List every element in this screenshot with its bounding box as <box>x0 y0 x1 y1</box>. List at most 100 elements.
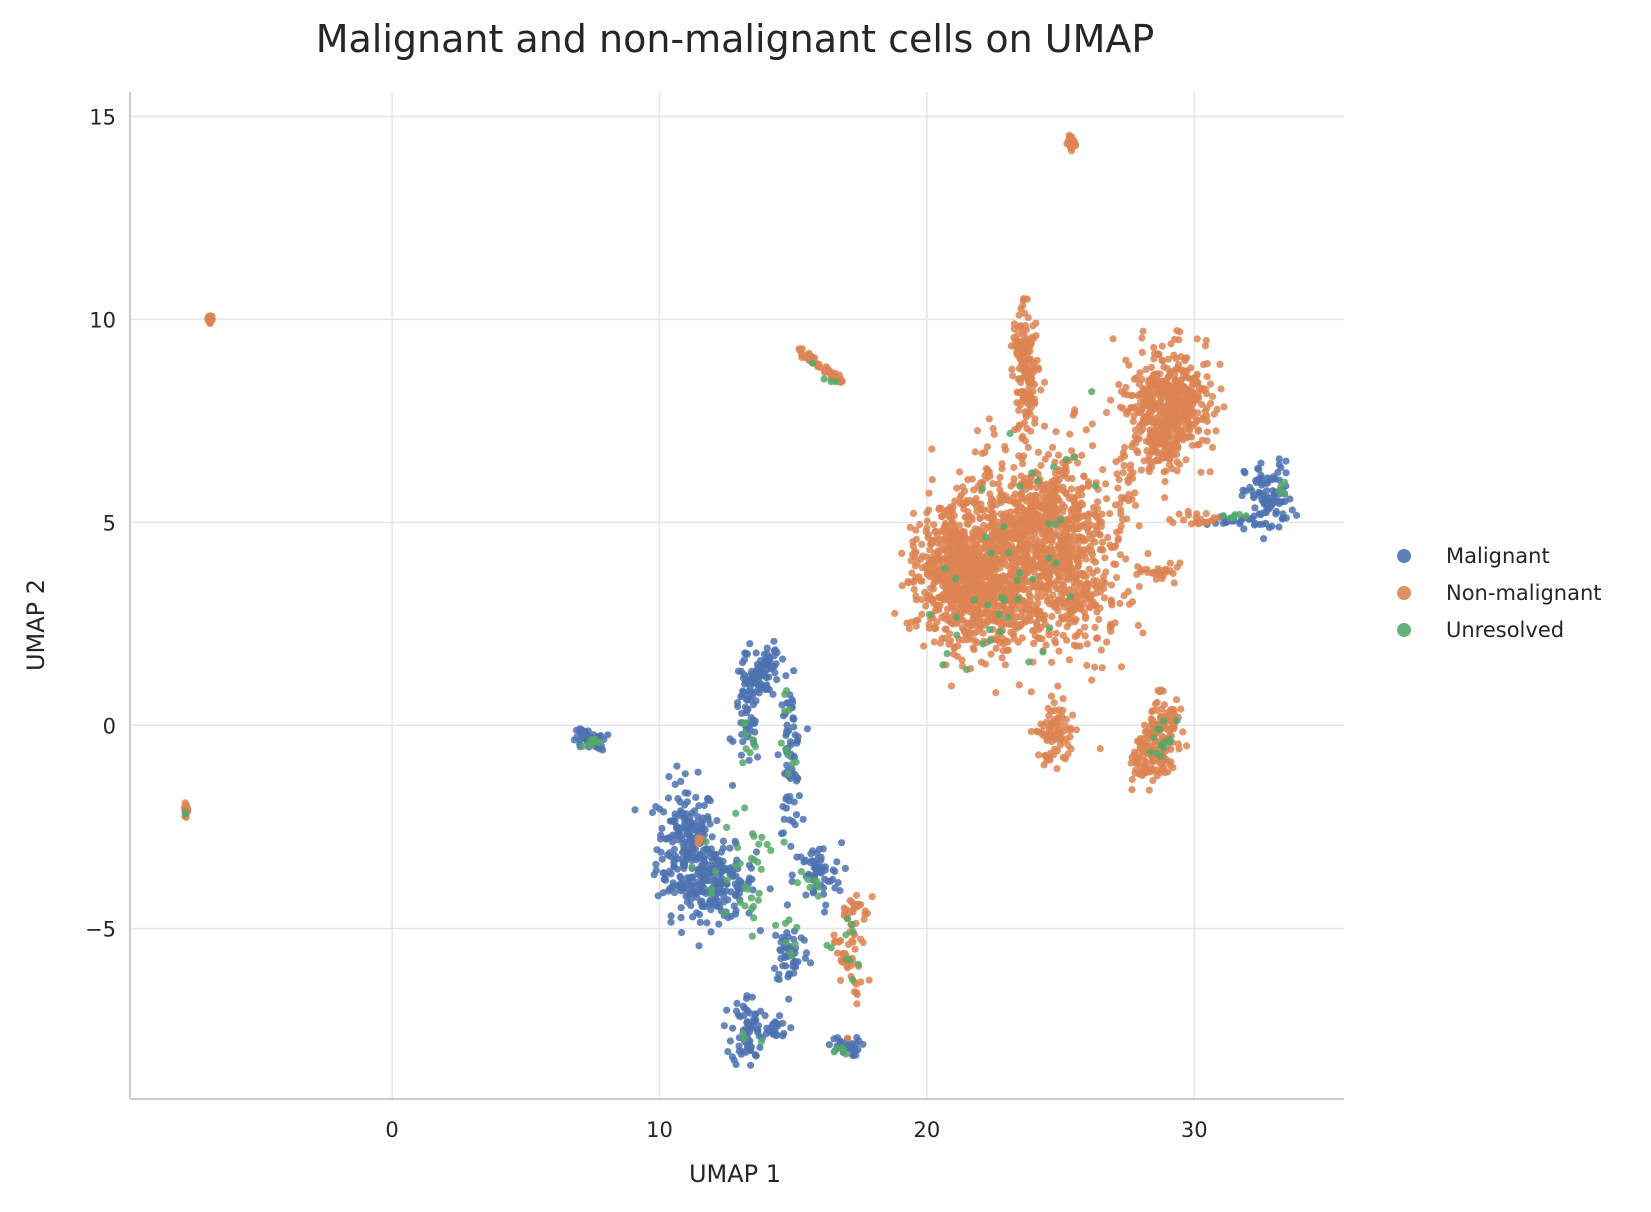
point-non-malignant <box>1015 681 1023 689</box>
point-malignant <box>728 781 737 790</box>
point-malignant <box>700 801 709 810</box>
point-non-malignant <box>1203 428 1211 436</box>
point-malignant <box>772 931 780 940</box>
point-unresolved <box>590 737 598 745</box>
point-non-malignant <box>1171 410 1180 418</box>
point-unresolved <box>1153 749 1161 758</box>
point-unresolved <box>784 770 793 778</box>
point-unresolved <box>797 868 806 876</box>
point-malignant <box>671 810 679 818</box>
point-non-malignant <box>1177 353 1185 361</box>
point-non-malignant <box>1018 434 1026 442</box>
point-non-malignant <box>891 609 899 618</box>
point-non-malignant <box>971 448 980 456</box>
point-non-malignant <box>1026 357 1034 365</box>
point-non-malignant <box>1081 632 1089 640</box>
point-non-malignant <box>1154 448 1162 456</box>
point-non-malignant <box>1134 563 1142 571</box>
point-malignant <box>696 918 704 927</box>
point-non-malignant <box>960 568 968 576</box>
point-non-malignant <box>928 445 936 453</box>
point-unresolved <box>1091 482 1099 490</box>
point-non-malignant <box>936 639 945 647</box>
point-non-malignant <box>969 578 977 587</box>
point-malignant <box>695 802 703 810</box>
point-non-malignant <box>958 558 967 566</box>
point-non-malignant <box>1141 386 1149 394</box>
point-non-malignant <box>1004 638 1012 646</box>
point-malignant <box>742 709 751 717</box>
point-malignant <box>831 867 839 876</box>
point-non-malignant <box>960 532 968 540</box>
point-non-malignant <box>1020 605 1028 613</box>
point-unresolved <box>1219 512 1227 520</box>
point-non-malignant <box>1071 632 1079 641</box>
point-non-malignant <box>1009 372 1017 380</box>
point-malignant <box>704 813 712 821</box>
point-non-malignant <box>1141 741 1149 749</box>
point-non-malignant <box>1010 320 1018 328</box>
point-non-malignant <box>1070 497 1078 505</box>
point-non-malignant <box>1104 533 1112 542</box>
point-malignant <box>770 964 779 973</box>
point-malignant <box>691 807 699 815</box>
point-non-malignant <box>1048 443 1057 451</box>
point-malignant <box>680 844 688 852</box>
point-unresolved <box>996 628 1005 636</box>
point-non-malignant <box>1174 442 1182 450</box>
point-non-malignant <box>953 484 961 492</box>
point-malignant <box>756 1043 764 1051</box>
point-non-malignant <box>950 643 959 651</box>
point-non-malignant <box>1139 327 1147 335</box>
point-non-malignant <box>1087 521 1095 529</box>
point-unresolved <box>784 751 792 759</box>
point-non-malignant <box>1026 391 1034 399</box>
point-non-malignant <box>861 907 869 915</box>
point-malignant <box>801 954 809 962</box>
point-malignant <box>673 823 682 831</box>
point-non-malignant <box>1123 391 1131 399</box>
point-malignant <box>779 1032 787 1040</box>
point-non-malignant <box>1021 309 1029 317</box>
point-non-malignant <box>1042 641 1050 649</box>
point-unresolved <box>984 601 992 609</box>
point-malignant <box>673 865 682 873</box>
point-malignant <box>791 731 799 739</box>
point-non-malignant <box>1158 437 1166 445</box>
point-unresolved <box>688 863 696 871</box>
point-non-malignant <box>1193 417 1201 425</box>
point-non-malignant <box>1146 459 1155 468</box>
point-malignant <box>664 794 673 802</box>
point-unresolved <box>741 1034 749 1042</box>
point-non-malignant <box>1018 495 1027 503</box>
point-unresolved <box>780 838 788 846</box>
point-non-malignant <box>1010 463 1018 472</box>
point-non-malignant <box>1138 348 1146 356</box>
point-non-malignant <box>931 565 939 573</box>
point-non-malignant <box>1047 692 1056 700</box>
point-non-malignant <box>1206 468 1214 476</box>
point-non-malignant <box>1028 546 1036 554</box>
point-non-malignant <box>836 976 845 985</box>
point-malignant <box>667 912 675 920</box>
point-non-malignant <box>958 603 967 611</box>
point-non-malignant <box>1059 695 1067 703</box>
point-non-malignant <box>1093 577 1101 585</box>
point-non-malignant <box>1074 507 1082 515</box>
point-non-malignant <box>1141 763 1149 771</box>
point-malignant <box>677 914 685 922</box>
point-malignant <box>667 918 675 926</box>
point-malignant <box>745 756 753 764</box>
point-unresolved <box>979 640 987 648</box>
point-malignant <box>788 871 796 879</box>
point-malignant <box>822 901 830 909</box>
point-unresolved <box>754 858 762 866</box>
point-non-malignant <box>1066 430 1074 438</box>
point-non-malignant <box>1093 608 1101 616</box>
point-non-malignant <box>989 510 998 518</box>
point-non-malignant <box>1198 400 1206 408</box>
point-non-malignant <box>977 658 986 666</box>
point-malignant <box>689 840 697 848</box>
point-non-malignant <box>1063 623 1071 631</box>
point-non-malignant <box>181 799 189 807</box>
